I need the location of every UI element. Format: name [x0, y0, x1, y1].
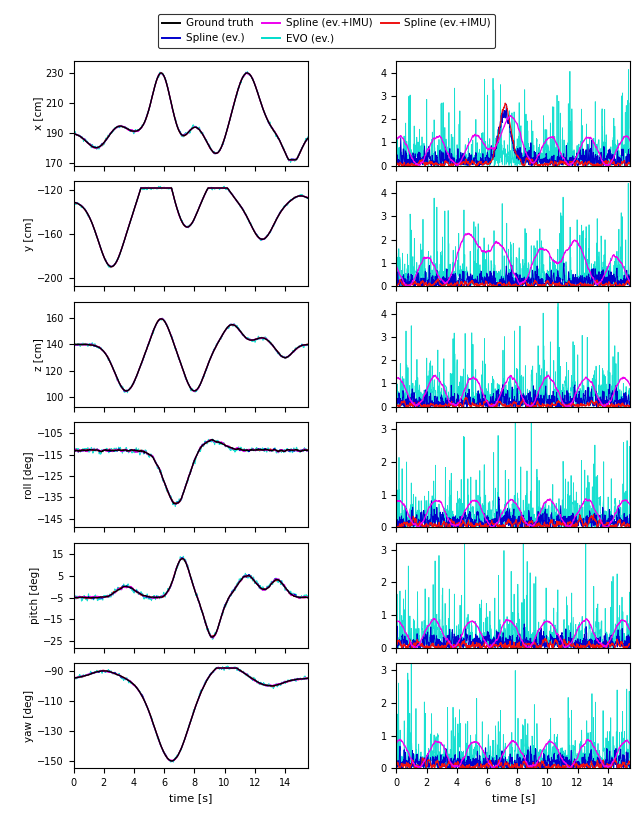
X-axis label: time [s]: time [s] [169, 793, 212, 803]
Legend: Ground truth, Spline (ev.), Spline (ev.+IMU), EVO (ev.), Spline (ev.+IMU): Ground truth, Spline (ev.), Spline (ev.+… [157, 14, 495, 48]
Y-axis label: yaw [deg]: yaw [deg] [24, 689, 35, 742]
Y-axis label: z [cm]: z [cm] [33, 338, 43, 371]
Y-axis label: x [cm]: x [cm] [33, 97, 43, 130]
X-axis label: time [s]: time [s] [492, 793, 535, 803]
Y-axis label: y [cm]: y [cm] [24, 217, 35, 250]
Y-axis label: roll [deg]: roll [deg] [24, 451, 35, 498]
Y-axis label: pitch [deg]: pitch [deg] [31, 567, 40, 624]
